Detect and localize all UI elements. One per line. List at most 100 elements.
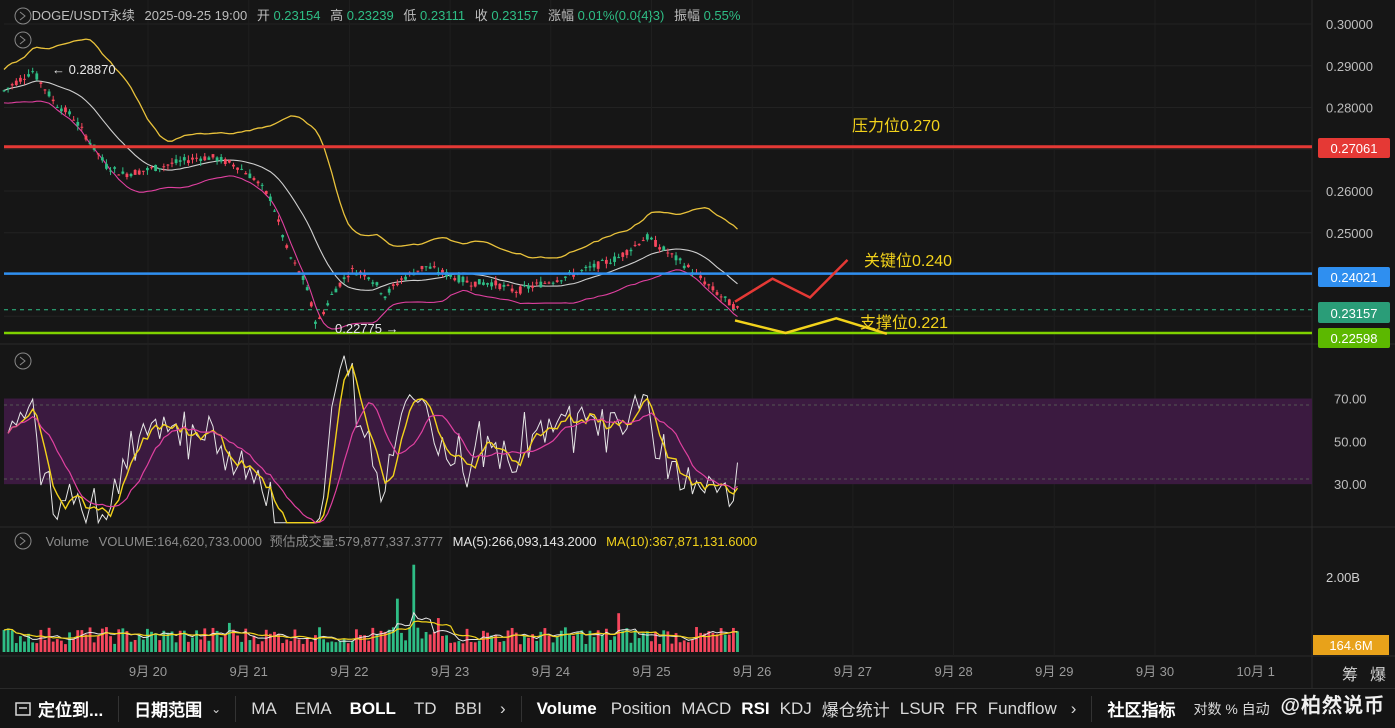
volume-bar [260,641,264,652]
volume-bar [252,635,256,652]
badge-current: 0.23157 [1318,302,1390,323]
collapse-circle-icon [14,31,32,49]
volume-bar [666,631,670,652]
volume-bar [498,641,502,652]
date-range-button[interactable]: 日期范围 [134,701,203,720]
candle-body [297,271,301,273]
indicator-volume[interactable]: Volume [536,698,597,718]
liquidation-label[interactable]: 爆 [1370,665,1386,684]
volume-estimate: 预估成交量:579,877,337.3777 [269,534,444,549]
volume-bar [318,627,321,652]
rsi-tick-label: 70.00 [1334,392,1367,407]
indicator-fundflow[interactable]: Fundflow [987,698,1057,718]
indicator-rsi[interactable]: RSI [741,698,770,718]
candle-body [293,262,297,264]
indicator-td[interactable]: TD [413,698,437,718]
candle-body [51,99,55,102]
volume-bar [445,635,448,652]
volume-bar [113,643,117,652]
volume-bar [400,632,403,652]
candle-body [518,286,522,294]
volume-bar [379,630,383,652]
indicator-boll[interactable]: BOLL [349,698,396,718]
time-tick-label: 9月 28 [934,664,972,679]
high-label: 高 [330,8,344,23]
candle-body [662,246,666,251]
rsi-tick-label: 30.00 [1334,477,1367,492]
candle-body [162,166,166,168]
volume-bar [207,640,211,652]
collapse-toggle-volume[interactable] [14,532,32,550]
volume-bar [232,629,235,652]
volume-bar [641,633,645,652]
volume-bar [92,642,96,652]
volume-bar [170,631,174,652]
indicator-position[interactable]: Position [610,698,672,718]
collapse-toggle-rsi[interactable] [14,352,32,370]
candle-body [473,281,477,287]
indicator-bbi[interactable]: BBI [454,698,482,718]
candle-body [2,90,6,92]
candle-body [100,157,104,161]
indicator-ma[interactable]: MA [251,698,277,718]
chart-canvas[interactable]: 0.300000.290000.280000.270000.260000.250… [0,0,1395,688]
price-tick-label: 0.25000 [1326,226,1373,241]
candle-body [543,282,547,284]
volume-bar [18,636,22,652]
candle-body [609,262,612,264]
volume-bar [309,641,313,652]
volume-bar [449,642,453,652]
collapse-toggle-main[interactable] [14,7,32,25]
candle-body [686,264,690,268]
candle-body [494,280,498,286]
candle-body [285,245,289,248]
indicator-liquidation[interactable]: 爆仓统计 [821,701,890,720]
candle-body [88,142,92,145]
candle-body [498,283,502,290]
volume-bar [699,632,703,652]
badge-resistance-text: 0.27061 [1331,141,1378,156]
candle-body [719,296,723,298]
candle-body [395,283,399,286]
volume-bar [408,627,412,652]
candle-body [441,269,444,274]
indicator-lsur[interactable]: LSUR [899,698,946,718]
community-indicator-button[interactable]: 社区指标 [1107,701,1176,720]
ohlc-header: DOGE/USDT永续 2025-09-25 19:00 开 0.23154 高… [10,5,741,24]
volume-bar [613,636,616,652]
volume-bar [539,631,543,652]
volume-bar [137,635,141,652]
projection-support-path [734,317,888,335]
candle-body [375,282,379,286]
chevron-right-icon[interactable]: › [1070,698,1077,718]
candle-body [731,304,735,310]
chip-distribution-label[interactable]: 筹 [1342,666,1358,684]
candle-body [264,190,268,194]
volume-bar [695,627,698,652]
chevron-right-icon[interactable]: › [499,698,506,718]
rsi-line-mid [7,364,739,524]
candle-body [326,303,330,306]
collapse-toggle-main-2[interactable] [14,31,32,49]
volume-bar [59,640,63,652]
indicator-macd[interactable]: MACD [681,698,732,718]
indicator-fr[interactable]: FR [955,698,978,718]
candle-body [641,240,645,242]
candle-body [588,266,592,268]
candle-body [621,252,625,257]
volume-bar [84,634,88,652]
volume-bar [10,630,14,652]
volume-bar [215,630,219,652]
toolbar-divider [1091,695,1093,722]
candle-body [309,302,313,307]
candle-body [453,278,457,281]
indicator-kdj[interactable]: KDJ [779,698,812,718]
volume-bar [662,630,666,652]
volume-bar [338,640,342,652]
candle-body [113,167,117,169]
indicator-ema[interactable]: EMA [294,698,332,718]
axis-options[interactable]: 对数 % 自动 [1193,700,1270,717]
locate-button[interactable]: 定位到... [38,701,104,720]
volume-bar [350,640,354,652]
candle-body [215,157,219,161]
